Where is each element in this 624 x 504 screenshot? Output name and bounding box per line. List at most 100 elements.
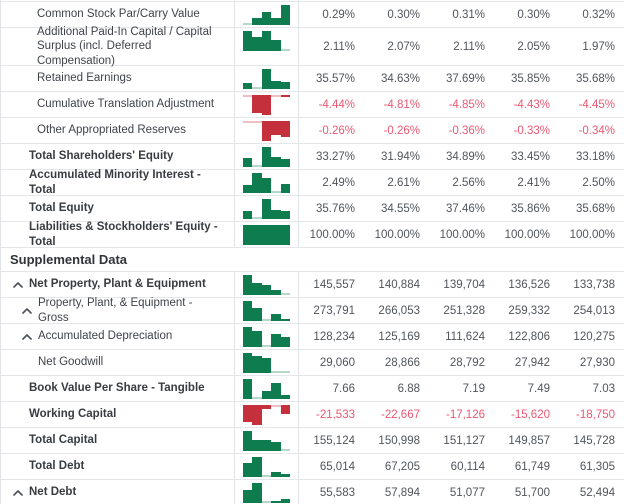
value-cell (559, 0, 624, 1)
sparkline-chart (234, 402, 299, 427)
sparkline-bar (242, 185, 253, 193)
sparkline-bar (252, 397, 262, 399)
value-cell: 33.18% (575, 150, 615, 163)
chevron-up-icon[interactable] (13, 489, 23, 497)
row-label: Total Debt (1, 454, 234, 479)
sparkline-bar (280, 371, 291, 373)
value-cell: 0.30% (387, 8, 420, 21)
sparkline-bar (280, 82, 291, 89)
value-cell: -4.45% (578, 98, 615, 111)
row-label: Working Capital (1, 402, 234, 427)
row-label-text: Additional Paid-In Capital / Capital Sur… (37, 25, 212, 67)
value-cell: 55,583 (319, 486, 355, 499)
sparkline-bar (242, 95, 253, 97)
sparkline-bar (271, 95, 281, 97)
value-cell: -18,750 (575, 408, 615, 421)
table-row: Total Shareholders' Equity 33.27% 31.94% 34… (1, 144, 624, 170)
sparkline-bar (252, 217, 262, 219)
sparkline-bar (252, 283, 262, 295)
row-label: Total Capital (1, 428, 234, 453)
row-label-text: Net Debt (29, 486, 77, 499)
value-cell: -22,667 (380, 408, 420, 421)
sparkline-bar (271, 157, 281, 167)
sparkline-bar (242, 379, 253, 399)
sparkline-bar (252, 440, 262, 451)
sparkline-bar (280, 319, 291, 321)
table-row: Cumulative Translation Adjustment -4.44% -… (1, 92, 624, 118)
row-label: Additional Paid-In Capital / Capital Sur… (1, 25, 234, 67)
sparkline-bar (242, 490, 253, 503)
sparkline-chart (234, 28, 299, 65)
value-cell: 266,053 (378, 304, 420, 317)
value-cell: 37.69% (445, 72, 485, 85)
sparkline-bar (261, 147, 272, 167)
value-cell: 2.41% (517, 176, 550, 189)
sparkline-bar (242, 121, 253, 123)
row-label-text: Accumulated Depreciation (38, 330, 173, 343)
sparkline-bar (271, 472, 281, 477)
value-cell (364, 0, 429, 1)
value-cell: 2.56% (452, 176, 485, 189)
sparkline-bar (280, 225, 291, 245)
sparkline-bar (242, 31, 253, 51)
sparkline-bar (280, 49, 291, 51)
table-row: Net Goodwill 29,060 28,866 28,792 27,942 27,9… (1, 350, 624, 376)
sparkline-bar (280, 337, 291, 347)
value-cell: 0.29% (322, 8, 355, 21)
value-cell: -0.36% (448, 124, 485, 137)
sparkline-bar (280, 121, 291, 137)
value-cell: 0.30% (517, 8, 550, 21)
value-cell: 7.03 (592, 382, 615, 395)
value-cell: 136,526 (508, 278, 550, 291)
value-cell: 37.46% (445, 202, 485, 215)
chevron-up-icon[interactable] (13, 281, 23, 289)
sparkline-bar (252, 308, 262, 321)
table-row: Common Stock Par/Carry Value 0.29% 0.30% 0.… (1, 2, 624, 28)
sparkline-bar (252, 18, 262, 25)
sparkline-bar (252, 173, 262, 193)
sparkline-bar (242, 225, 253, 245)
value-cell: 122,806 (508, 330, 550, 343)
value-cell: 28,866 (384, 356, 420, 369)
sparkline-bar (271, 442, 281, 451)
value-cell: -0.26% (383, 124, 420, 137)
sparkline-chart (234, 196, 299, 221)
value-cell: 60,114 (450, 460, 485, 473)
value-cell: 7.66 (332, 382, 355, 395)
chevron-up-icon[interactable] (22, 333, 32, 341)
sparkline-bar (280, 449, 291, 451)
value-cell: 155,124 (313, 434, 355, 447)
sparkline-bar (280, 211, 291, 219)
sparkline-bar (242, 83, 253, 89)
value-cell: 35.76% (315, 202, 355, 215)
sparkline-bar (252, 457, 262, 477)
value-cell: 100.00% (439, 228, 485, 241)
chevron-up-icon[interactable] (22, 307, 32, 315)
sparkline-bar (261, 31, 272, 51)
value-cell: 61,305 (579, 460, 615, 473)
sparkline-bar (242, 327, 253, 347)
row-label: Cumulative Translation Adjustment (1, 92, 234, 117)
value-cell: 51,077 (449, 486, 485, 499)
row-label: Accumulated Depreciation (1, 324, 234, 349)
sparkline-bar (271, 314, 281, 321)
value-cell: 140,884 (378, 278, 420, 291)
row-label: Common Stock Par/Carry Value (1, 2, 234, 27)
value-cell: 120,275 (573, 330, 615, 343)
value-cell: 259,332 (508, 304, 550, 317)
sparkline-bar (242, 158, 253, 167)
row-label: Total Shareholders' Equity (1, 144, 234, 169)
sparkline-bar (261, 285, 272, 295)
table-row: Accumulated Minority Interest - Total 2.4… (1, 169, 624, 196)
value-cell: 1.97% (582, 40, 615, 53)
value-cell: 139,704 (443, 278, 485, 291)
sparkline-bar (280, 405, 291, 414)
row-label-text: Common Stock Par/Carry Value (37, 8, 200, 21)
value-cell: -21,533 (315, 408, 355, 421)
row-label: Other Appropriated Reserves (1, 118, 234, 143)
value-cell: 2.07% (387, 40, 420, 53)
sparkline-bar (242, 463, 253, 477)
sparkline-bar (252, 483, 262, 503)
row-label: Accumulated Minority Interest - Total (1, 169, 234, 195)
value-cell: 27,930 (579, 356, 615, 369)
